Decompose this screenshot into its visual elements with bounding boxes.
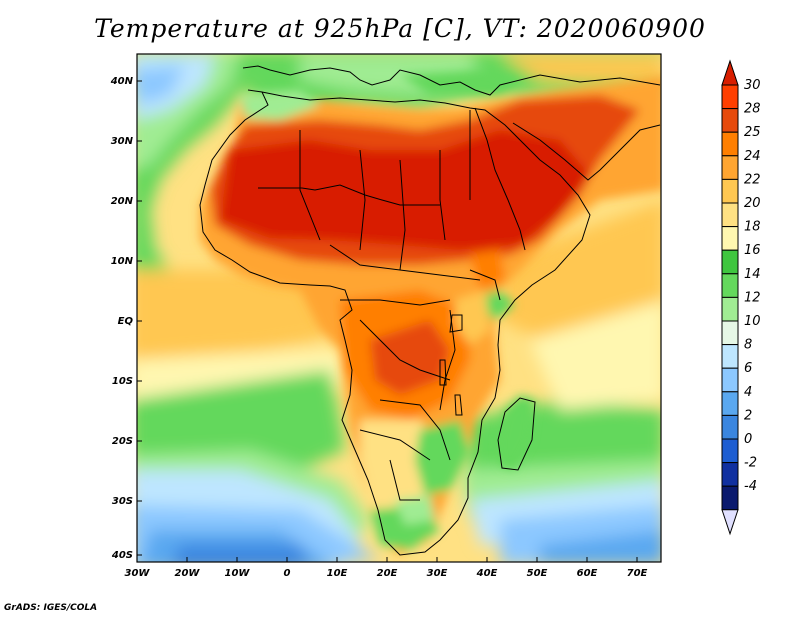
plot-frame	[136, 53, 662, 563]
colorbar-label: 8	[744, 338, 752, 353]
lon-tick-label: 40E	[476, 568, 498, 579]
lon-tick-label: 60E	[577, 568, 598, 579]
colorbar-swatch	[721, 391, 739, 416]
lat-tick-label: 20S	[112, 436, 133, 447]
colorbar-swatch	[721, 462, 739, 487]
colorbar-label: 28	[744, 102, 761, 117]
colorbar-swatch	[721, 108, 739, 133]
lon-tick-label: 30E	[427, 568, 448, 579]
colorbar-label: 18	[744, 220, 761, 235]
colorbar-swatch	[721, 320, 739, 346]
temperature-field	[137, 54, 661, 562]
lon-tick-label: 10W	[225, 568, 251, 579]
colorbar-swatch	[721, 249, 739, 275]
colorbar-label: 2	[744, 408, 752, 423]
lat-tick-label: 40S	[111, 550, 133, 561]
lat-tick-label: EQ	[118, 316, 134, 327]
colorbar-bottom-triangle	[721, 509, 739, 536]
lat-tick-label: 10S	[112, 376, 133, 387]
colorbar-swatch	[721, 296, 739, 322]
colorbar-label: 25	[744, 125, 761, 140]
grads-credit: GrADS: IGES/COLA	[4, 603, 98, 613]
lon-tick-label: 20W	[175, 568, 201, 579]
lon-tick-label: 30W	[125, 568, 151, 579]
lon-tick-label: 0	[284, 568, 291, 579]
colorbar-label: 10	[744, 314, 761, 329]
colorbar-label: -2	[744, 456, 757, 471]
colorbar-label: 14	[744, 267, 761, 282]
lon-tick-label: 70E	[627, 568, 648, 579]
colorbar-label: 16	[744, 243, 761, 258]
lat-tick-label: 30S	[112, 496, 133, 507]
colorbar-swatch	[721, 226, 739, 251]
colorbar-swatch	[721, 131, 739, 157]
colorbar-label: 0	[744, 432, 752, 447]
colorbar-label: -4	[744, 479, 757, 494]
colorbar-label: 24	[744, 149, 761, 164]
coastlines	[199, 65, 661, 556]
colorbar-label: 20	[744, 196, 761, 211]
colorbar-swatch	[721, 178, 739, 204]
map-title: Temperature at 925hPa [C], VT: 202006090…	[94, 14, 706, 43]
colorbar-swatch	[721, 485, 739, 511]
colorbar-label: 22	[744, 172, 761, 187]
colorbar-swatch	[721, 414, 739, 440]
lon-tick-label: 20E	[377, 568, 398, 579]
colorbar-swatch	[721, 367, 739, 393]
lat-tick-label: 40N	[110, 76, 134, 87]
colorbar-top-triangle	[721, 59, 739, 86]
colorbar-swatch	[721, 273, 739, 298]
colorbar-label: 12	[744, 290, 761, 305]
colorbar-swatch	[721, 344, 739, 369]
lat-tick-label: 20N	[111, 196, 134, 207]
colorbar-label: 4	[744, 385, 752, 400]
lon-tick-label: 10E	[327, 568, 348, 579]
lat-tick-label: 10N	[111, 256, 134, 267]
colorbar-label: 30	[744, 78, 761, 93]
lon-tick-label: 50E	[527, 568, 548, 579]
colorbar-swatch	[721, 202, 739, 228]
colorbar-swatch	[721, 438, 739, 464]
colorbar-label: 6	[744, 361, 752, 376]
lat-tick-label: 30N	[111, 136, 134, 147]
colorbar-swatch	[721, 155, 739, 180]
colorbar-swatch	[721, 84, 739, 110]
axis-labels: 40N 30N 20N 10N EQ 10S 20S 30S 40S 30W 20W 10W 0 10E 2…	[110, 76, 648, 579]
